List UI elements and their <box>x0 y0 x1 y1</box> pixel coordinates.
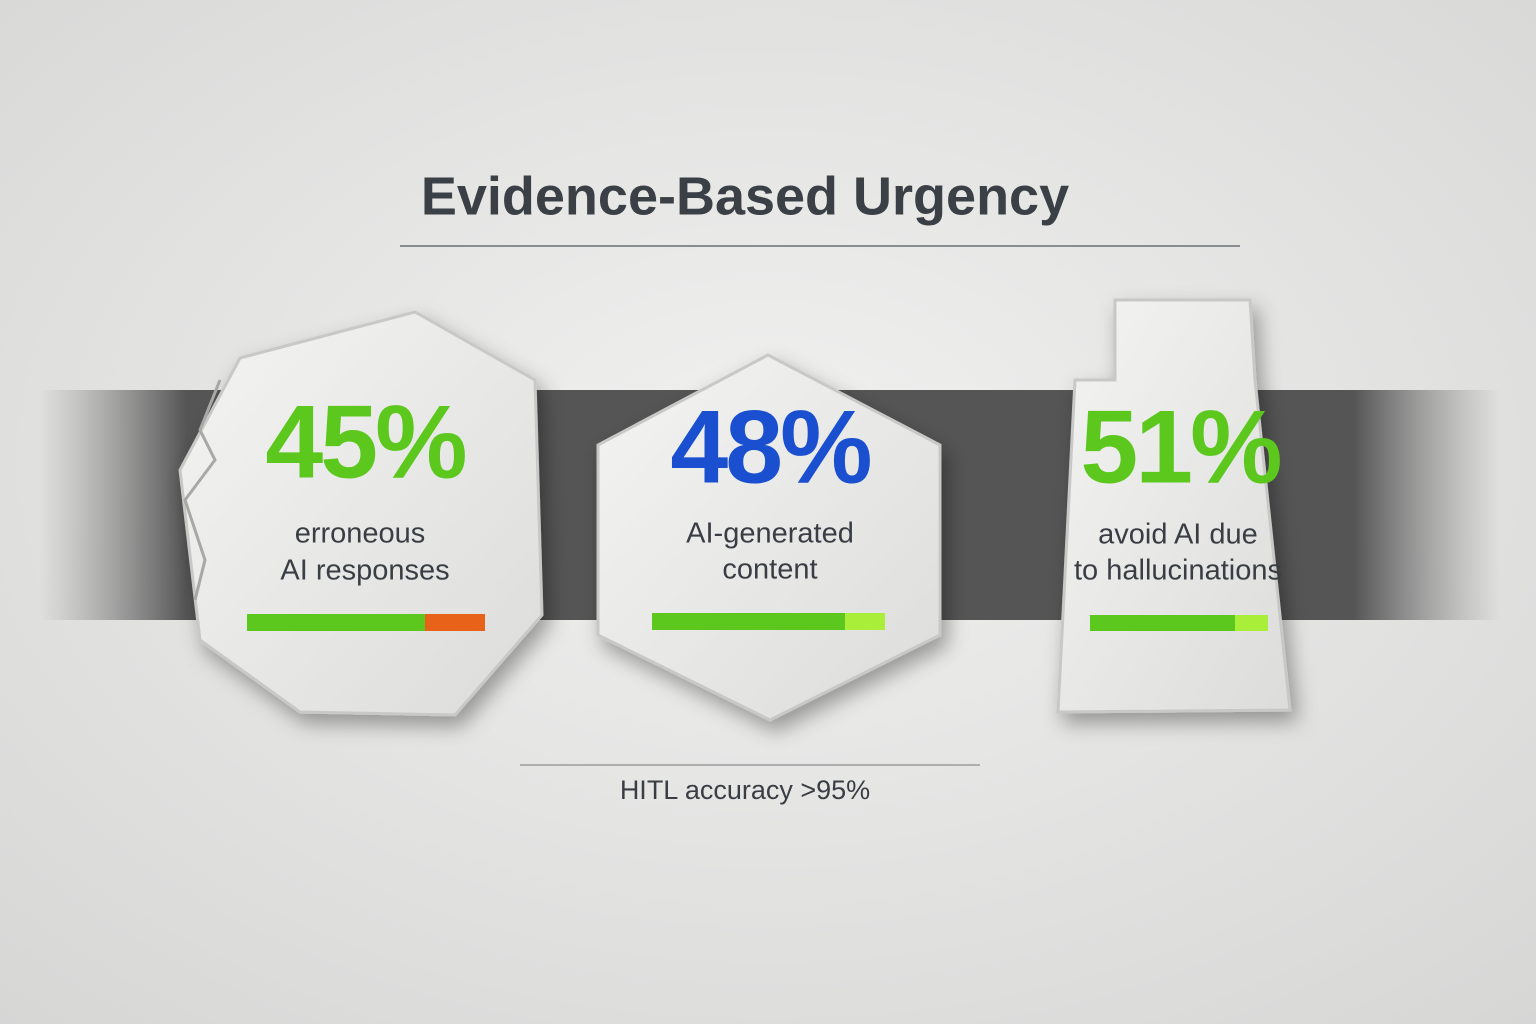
crack <box>183 379 222 601</box>
stone-card <box>1056 298 1292 714</box>
stat-value: 45% <box>265 384 465 500</box>
stat-value: 48% <box>670 389 870 505</box>
stat-description: avoid AI due <box>1098 519 1258 551</box>
stat-description: AI-generated <box>686 518 854 550</box>
stat-description: content <box>722 554 817 586</box>
stone-card <box>178 310 544 717</box>
progress-bar <box>652 613 845 630</box>
progress-bar-remainder <box>1235 615 1268 631</box>
progress-bar <box>247 614 425 631</box>
progress-bar <box>1090 615 1235 631</box>
stat-description: AI responses <box>280 555 449 587</box>
stat-description: erroneous <box>295 518 426 550</box>
footnote: HITL accuracy >95% <box>620 775 870 805</box>
stat-value: 51% <box>1080 389 1280 505</box>
progress-bar-remainder <box>845 613 885 630</box>
progress-bar-remainder <box>425 614 485 631</box>
title: Evidence-Based Urgency <box>421 166 1069 226</box>
stat-description: to hallucinations <box>1074 555 1282 587</box>
